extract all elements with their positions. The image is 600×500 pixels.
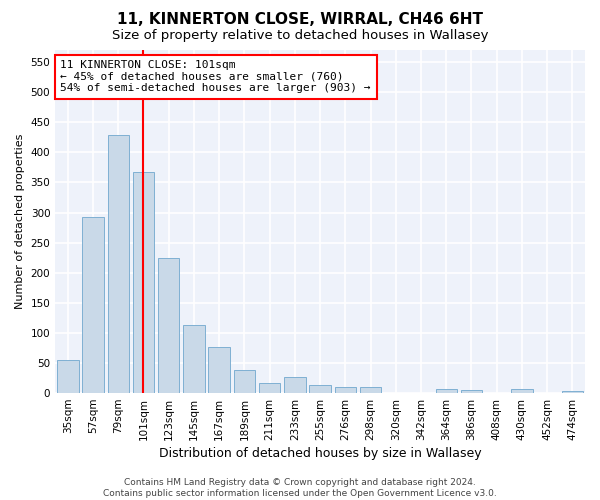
Bar: [107, 136, 129, 393]
Bar: [208, 348, 230, 393]
Bar: [461, 390, 482, 393]
Bar: [360, 387, 381, 393]
Bar: [511, 390, 533, 393]
Bar: [57, 360, 79, 393]
Bar: [562, 390, 583, 393]
Bar: [335, 387, 356, 393]
Bar: [183, 325, 205, 393]
Text: 11, KINNERTON CLOSE, WIRRAL, CH46 6HT: 11, KINNERTON CLOSE, WIRRAL, CH46 6HT: [117, 12, 483, 28]
Bar: [259, 383, 280, 393]
Bar: [436, 390, 457, 393]
Text: Size of property relative to detached houses in Wallasey: Size of property relative to detached ho…: [112, 29, 488, 42]
Bar: [310, 384, 331, 393]
Bar: [82, 218, 104, 393]
Text: 11 KINNERTON CLOSE: 101sqm
← 45% of detached houses are smaller (760)
54% of sem: 11 KINNERTON CLOSE: 101sqm ← 45% of deta…: [61, 60, 371, 94]
Y-axis label: Number of detached properties: Number of detached properties: [15, 134, 25, 309]
Bar: [133, 172, 154, 393]
X-axis label: Distribution of detached houses by size in Wallasey: Distribution of detached houses by size …: [159, 447, 481, 460]
Bar: [284, 377, 305, 393]
Bar: [158, 258, 179, 393]
Text: Contains HM Land Registry data © Crown copyright and database right 2024.
Contai: Contains HM Land Registry data © Crown c…: [103, 478, 497, 498]
Bar: [233, 370, 255, 393]
